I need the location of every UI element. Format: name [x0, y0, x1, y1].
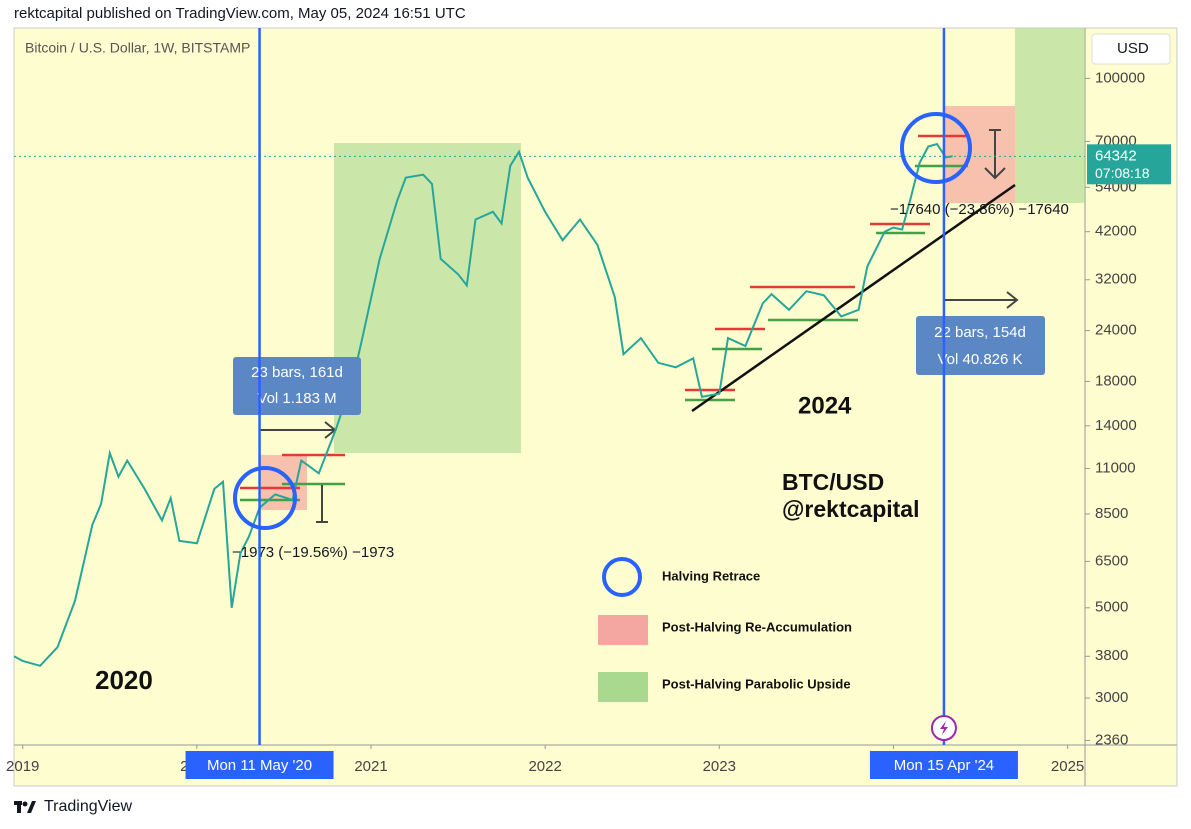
halving-icon-bolt [939, 721, 948, 735]
range-text: Vol 1.183 M [257, 390, 336, 407]
y-tick-label: 3800 [1095, 647, 1128, 664]
last-price-label: 64342 [1095, 147, 1137, 164]
logo [14, 801, 36, 813]
halving-retrace-circle [233, 466, 297, 530]
last-price-box [1087, 144, 1171, 185]
footer: TradingView [44, 798, 132, 815]
year-label: 2020 [95, 665, 153, 695]
legend-swatch [598, 672, 648, 702]
x-tick-label: 2022 [528, 758, 561, 775]
header: rektcapital published on TradingView.com… [14, 5, 466, 22]
y-tick-label: 11000 [1095, 459, 1136, 476]
trendline [691, 183, 1016, 413]
pair-label: BTC/USD [782, 469, 884, 495]
parabolic-zone [1015, 28, 1085, 203]
range-text: 22 bars, 154d [934, 324, 1026, 341]
price-line [14, 142, 953, 667]
y-tick-label: 100000 [1095, 69, 1145, 86]
y-tick-label: 24000 [1095, 322, 1137, 339]
y-tick-label: 18000 [1095, 372, 1137, 389]
date-label: Mon 11 May '20 [207, 757, 312, 774]
halving-retrace-circle [900, 112, 972, 184]
x-tick-label: 2025 [1051, 758, 1084, 775]
plot [14, 28, 1085, 667]
date-label-bg [869, 751, 1018, 779]
x-tick-label: 2023 [703, 758, 736, 775]
handle-label: @rektcapital [782, 496, 919, 522]
y-tick-label: 14000 [1095, 417, 1137, 434]
range-text: Vol 40.826 K [937, 351, 1022, 368]
currency: USD [1117, 40, 1149, 57]
clip: −17640 (−23.86%) −17640 [890, 201, 1069, 218]
y-tick-label: 5000 [1095, 599, 1128, 616]
legend-label: Halving Retrace [662, 568, 760, 583]
range-text: 23 bars, 161d [251, 364, 343, 381]
countdown: 07:08:18 [1095, 165, 1150, 181]
retrace-text: −1973 (−19.56%) −1973 [232, 544, 394, 561]
parabolic-zone [334, 143, 521, 453]
y-tick-label: 8500 [1095, 505, 1128, 522]
y-tick-label: 42000 [1095, 223, 1137, 240]
y-tick-label: 32000 [1095, 271, 1137, 288]
x-tick-label: 2021 [354, 758, 387, 775]
x-tick-label: 2019 [6, 758, 39, 775]
retrace-text: −17640 (−23.86%) −17640 [890, 201, 1069, 218]
legend-label: Post-Halving Parabolic Upside [662, 676, 851, 691]
range-box [916, 316, 1045, 375]
legend-swatch [602, 557, 642, 597]
y-tick-label: 2360 [1095, 731, 1128, 748]
date-label: Mon 15 Apr '24 [894, 757, 994, 774]
date-label-bg [185, 751, 334, 779]
legend-swatch [598, 615, 648, 645]
y-tick-label: 6500 [1095, 552, 1128, 569]
y-tick-label: 3000 [1095, 689, 1128, 706]
currency-button[interactable] [1091, 33, 1171, 65]
year-label: 2024 [798, 392, 852, 419]
legend-label: Post-Halving Re-Accumulation [662, 619, 852, 634]
chart-title: Bitcoin / U.S. Dollar, 1W, BITSTAMP [25, 40, 250, 56]
range-box [233, 357, 361, 415]
